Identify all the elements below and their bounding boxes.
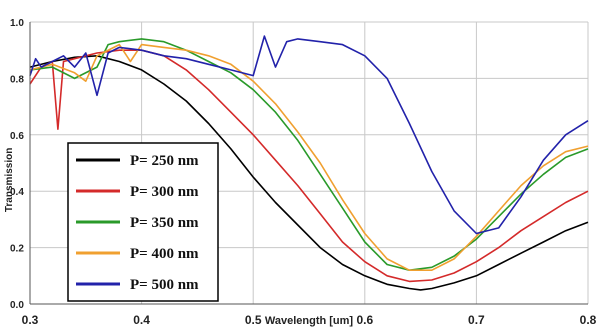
series-line-4 <box>29 43 589 271</box>
series-line-5 <box>29 35 589 235</box>
x-tick-label-4: 0.7 <box>468 313 485 327</box>
series-line-1 <box>29 55 589 291</box>
y-tick-label-4: 0.8 <box>10 74 24 85</box>
legend: P= 250 nm P= 300 nm P= 350 nm P= 400 nm P= 5… <box>67 142 219 302</box>
series-line-2 <box>29 49 589 283</box>
y-axis-label: Transmission <box>4 148 15 212</box>
axes <box>29 22 588 305</box>
y-tick-label-0: 0.0 <box>10 300 24 311</box>
legend-label-4: P= 400 nm <box>130 246 199 262</box>
y-tick-label-1: 0.2 <box>10 244 24 255</box>
legend-label-2: P= 300 nm <box>130 184 199 200</box>
y-tick-label-5: 1.0 <box>10 18 24 29</box>
legend-label-1: P= 250 nm <box>130 153 199 169</box>
x-tick-label-5: 0.8 <box>580 313 597 327</box>
x-tick-label-1: 0.4 <box>133 313 150 327</box>
x-axis-label: Wavelength [um] <box>265 315 354 327</box>
x-tick-label-2: 0.5 <box>245 313 262 327</box>
legend-label-5: P= 500 nm <box>130 277 199 293</box>
y-tick-label-3: 0.6 <box>10 131 24 142</box>
series-lines <box>29 35 589 291</box>
x-tick-label-3: 0.6 <box>356 313 373 327</box>
x-tick-label-0: 0.3 <box>22 313 39 327</box>
legend-label-3: P= 350 nm <box>130 215 199 231</box>
series-line-3 <box>29 38 589 271</box>
tick-labels: 0.3 0.4 0.5 0.6 0.7 0.8 0.0 0.2 0.4 0.6 0.8 1.0 <box>10 18 597 327</box>
y-tick-label-2: 0.4 <box>10 187 24 198</box>
